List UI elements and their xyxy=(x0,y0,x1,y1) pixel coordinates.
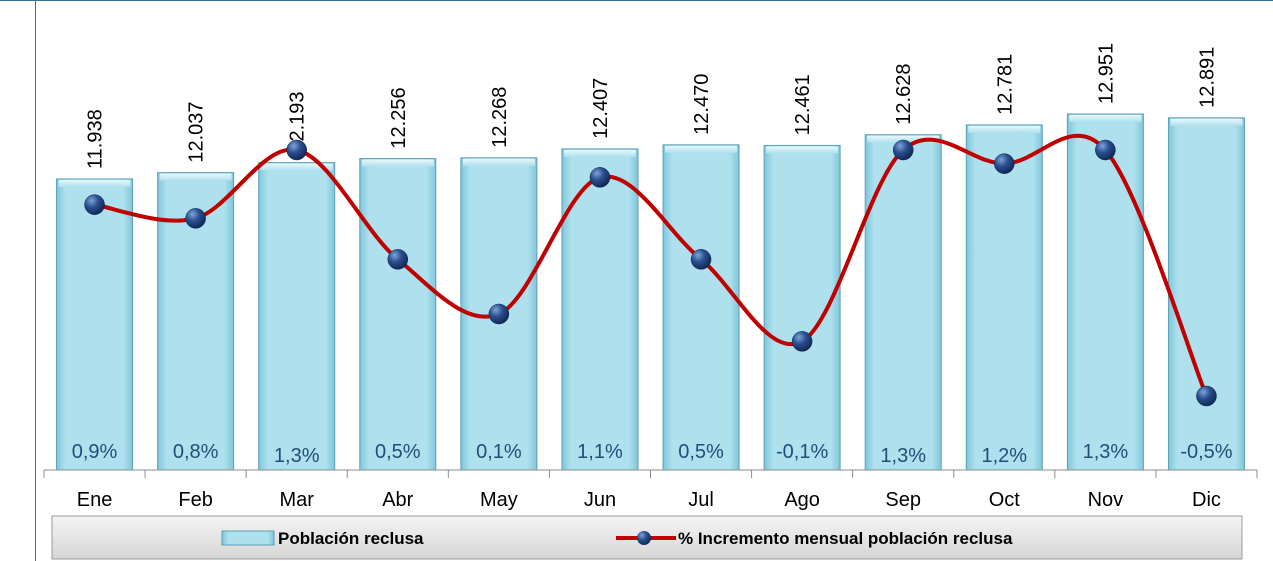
bar-abr xyxy=(359,158,437,471)
bar-value-label: 12.470 xyxy=(691,74,713,135)
bar-value-label: 12.268 xyxy=(489,87,511,148)
bar-value-label: 12.461 xyxy=(792,74,814,135)
bar-highlight xyxy=(159,173,232,181)
category-label-mar: Mar xyxy=(279,489,314,511)
bar-highlight xyxy=(1069,115,1142,122)
bar-highlight xyxy=(563,149,636,157)
pct-label: -0,1% xyxy=(776,441,828,463)
line-marker-may xyxy=(488,303,510,325)
line-marker-abr xyxy=(387,249,409,270)
category-label-jul: Jul xyxy=(688,489,714,511)
line-series-group xyxy=(84,133,1217,407)
line-marker-sep xyxy=(892,139,914,161)
bar-highlight xyxy=(1170,118,1243,126)
bar-value-label: 12.628 xyxy=(893,64,915,125)
legend: Población reclusa % Incremento mensual p… xyxy=(51,515,1243,560)
bar-value-label: 12.781 xyxy=(994,54,1016,115)
pct-label: 0,5% xyxy=(375,441,421,463)
bar-dic xyxy=(1167,117,1245,471)
bar-jun xyxy=(561,148,639,471)
category-label-abr: Abr xyxy=(382,489,413,511)
line-marker-ene xyxy=(84,194,105,215)
line-marker-jun xyxy=(589,167,611,188)
bar-value-label: 12.407 xyxy=(590,78,612,139)
pct-label: 0,5% xyxy=(678,441,724,463)
bar-highlight xyxy=(665,145,738,153)
category-label-ago: Ago xyxy=(784,489,820,511)
bar-ene xyxy=(56,178,134,471)
category-label-ene: Ene xyxy=(77,489,113,511)
bar-mar xyxy=(258,162,336,471)
line-marker-ago xyxy=(791,331,813,352)
bar-highlight xyxy=(968,125,1041,133)
pct-label: 0,8% xyxy=(173,441,219,463)
category-label-dic: Dic xyxy=(1192,489,1221,511)
bar-value-label: 12.891 xyxy=(1196,47,1218,108)
category-label-feb: Feb xyxy=(178,489,212,511)
category-label-oct: Oct xyxy=(989,489,1021,511)
pct-label: 1,1% xyxy=(577,441,623,463)
line-marker-jul xyxy=(690,249,712,270)
bar-value-label: 11.938 xyxy=(85,109,107,169)
line-marker-dic xyxy=(1196,385,1217,407)
bar-highlight xyxy=(260,163,333,171)
pct-label: 1,2% xyxy=(981,445,1027,467)
bar-value-label: 12.037 xyxy=(186,101,208,162)
pct-label: 1,3% xyxy=(880,445,926,467)
category-label-may: May xyxy=(480,489,518,511)
legend-label-bars: Población reclusa xyxy=(278,529,424,548)
bar-oct xyxy=(965,124,1043,471)
bar-value-label: 12.193 xyxy=(287,91,309,152)
category-label-jun: Jun xyxy=(584,489,616,511)
category-label-sep: Sep xyxy=(885,489,921,511)
frame-left-border xyxy=(35,0,36,561)
legend-bar-swatch xyxy=(221,530,275,546)
bar-highlight xyxy=(58,179,131,187)
legend-label-line: % Incremento mensual población reclusa xyxy=(678,529,1013,548)
category-label-nov: Nov xyxy=(1088,489,1124,511)
pct-label: 0,1% xyxy=(476,441,522,463)
pct-label: 0,9% xyxy=(72,441,118,463)
bar-nov xyxy=(1066,113,1144,471)
line-marker-feb xyxy=(185,208,206,229)
bar-value-label: 12.951 xyxy=(1095,43,1117,104)
line-marker-nov xyxy=(1095,139,1116,161)
pct-label: -0,5% xyxy=(1180,441,1232,463)
bar-value-label: 12.256 xyxy=(388,87,410,148)
frame-top-border xyxy=(0,0,1273,1)
pct-label: 1,3% xyxy=(274,445,320,467)
line-marker-mar xyxy=(286,139,307,161)
bar-highlight xyxy=(766,146,839,154)
line-marker-oct xyxy=(994,153,1015,174)
bar-jul xyxy=(662,144,740,471)
bar-highlight xyxy=(867,135,940,143)
bars-group: 11.938 0,9% 12.037 0,8% 12.193 1,3% 12.256 0,5%… xyxy=(56,43,1245,471)
bar-highlight xyxy=(361,159,434,167)
x-axis: Ene Feb Mar Abr May Jun Jul Ago Sep Oct Nov Dic xyxy=(43,469,1258,511)
pct-label: 1,3% xyxy=(1083,441,1129,463)
legend-marker-swatch xyxy=(637,531,651,545)
bar-highlight xyxy=(462,158,535,166)
bar-sep xyxy=(864,134,942,471)
